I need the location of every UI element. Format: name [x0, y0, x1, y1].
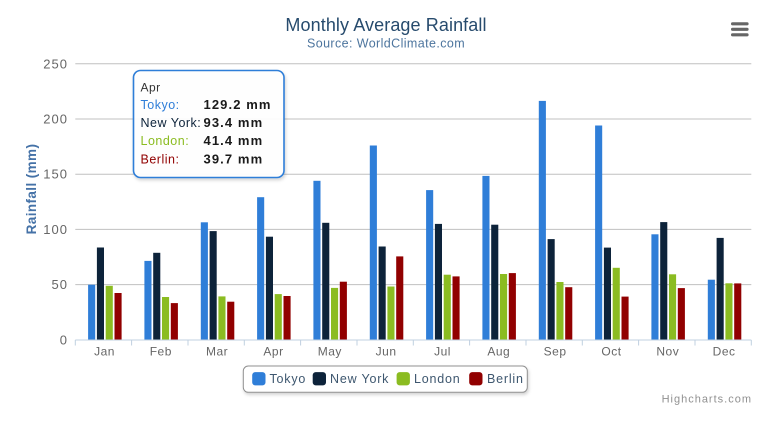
- svg-text:Aug: Aug: [487, 345, 510, 359]
- svg-text:100: 100: [43, 222, 68, 237]
- svg-text:Berlin:: Berlin:: [141, 152, 180, 166]
- svg-text:Nov: Nov: [656, 345, 679, 359]
- svg-text:London: London: [414, 372, 461, 386]
- svg-text:Rainfall (mm): Rainfall (mm): [24, 144, 39, 235]
- svg-text:Tokyo: Tokyo: [270, 372, 307, 386]
- svg-text:39.7 mm: 39.7 mm: [204, 151, 264, 166]
- svg-text:Monthly Average Rainfall: Monthly Average Rainfall: [285, 15, 486, 35]
- svg-text:150: 150: [43, 167, 68, 182]
- svg-text:Oct: Oct: [601, 345, 621, 359]
- svg-text:Source: WorldClimate.com: Source: WorldClimate.com: [307, 37, 465, 51]
- svg-text:Jan: Jan: [94, 345, 115, 359]
- svg-text:Feb: Feb: [150, 345, 172, 359]
- svg-text:Mar: Mar: [206, 345, 228, 359]
- svg-text:Dec: Dec: [713, 345, 736, 359]
- svg-text:200: 200: [43, 112, 68, 127]
- svg-text:May: May: [318, 345, 342, 359]
- svg-text:0: 0: [60, 332, 68, 347]
- svg-text:93.4 mm: 93.4 mm: [204, 115, 264, 130]
- svg-text:Apr: Apr: [141, 80, 161, 94]
- svg-text:Sep: Sep: [544, 345, 567, 359]
- svg-text:London:: London:: [141, 134, 190, 148]
- svg-text:250: 250: [43, 56, 68, 71]
- svg-text:Apr: Apr: [263, 345, 283, 359]
- svg-text:Jul: Jul: [434, 345, 451, 359]
- svg-text:Highcharts.com: Highcharts.com: [662, 394, 752, 406]
- svg-text:Tokyo:: Tokyo:: [141, 98, 180, 112]
- svg-text:New York: New York: [330, 372, 389, 386]
- svg-text:Jun: Jun: [376, 345, 397, 359]
- svg-text:Berlin: Berlin: [487, 372, 524, 386]
- svg-text:50: 50: [52, 277, 68, 292]
- svg-text:129.2 mm: 129.2 mm: [204, 97, 272, 112]
- svg-text:41.4 mm: 41.4 mm: [204, 133, 264, 148]
- svg-text:New York:: New York:: [141, 116, 202, 130]
